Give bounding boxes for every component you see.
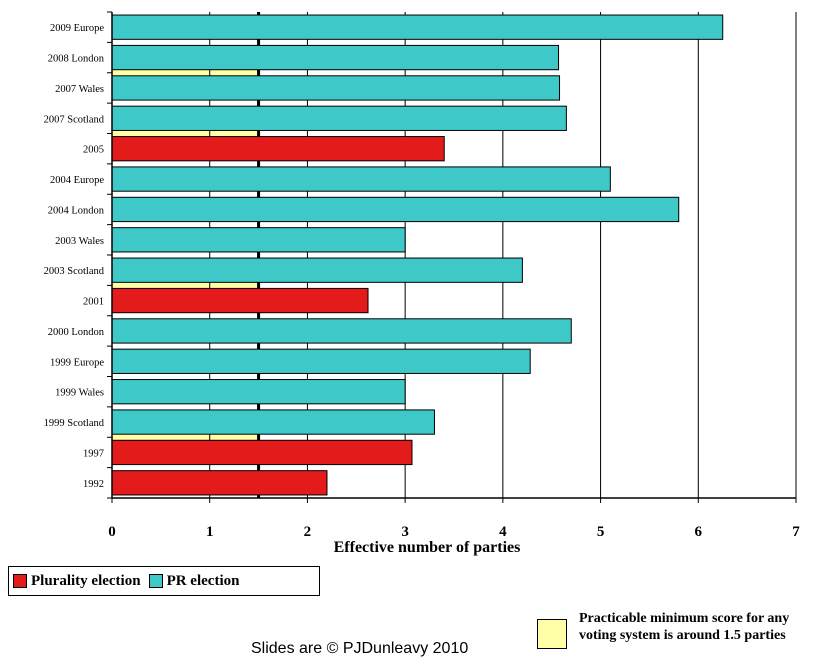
minimum-score-swatch bbox=[537, 619, 567, 649]
axes bbox=[107, 11, 797, 503]
bars bbox=[111, 14, 724, 496]
bar-4 bbox=[111, 136, 445, 162]
minimum-band-3 bbox=[112, 129, 259, 138]
bar-11 bbox=[111, 348, 531, 374]
tick-label-1: 1 bbox=[206, 524, 214, 540]
category-label-6: 2004 London bbox=[48, 205, 105, 216]
category-label-14: 1997 bbox=[83, 448, 104, 459]
legend-swatch-pr bbox=[148, 574, 163, 588]
tick-label-4: 4 bbox=[499, 524, 507, 540]
category-label-15: 1992 bbox=[83, 479, 104, 490]
bar-12 bbox=[111, 379, 406, 405]
legend-swatch-plurality bbox=[13, 574, 27, 588]
bar-9 bbox=[111, 287, 369, 314]
legend: Plurality election PR election bbox=[8, 566, 320, 596]
legend-item-pr: PR election bbox=[148, 572, 240, 590]
legend-label-pr: PR election bbox=[166, 572, 240, 589]
tick-labels: 0 1 2 3 4 5 6 7 bbox=[108, 524, 800, 540]
bar-2 bbox=[111, 75, 561, 101]
bar-15 bbox=[111, 470, 328, 496]
bar-14 bbox=[111, 439, 413, 466]
category-label-11: 1999 Europe bbox=[50, 357, 104, 368]
bar-3 bbox=[111, 105, 567, 131]
category-labels: 2009 Europe 2008 London 2007 Wales 2007 Sco… bbox=[44, 23, 105, 490]
bar-7 bbox=[111, 227, 406, 253]
bar-0 bbox=[111, 14, 724, 40]
category-label-2: 2007 Wales bbox=[55, 84, 104, 95]
bar-13 bbox=[111, 409, 435, 435]
tick-label-3: 3 bbox=[401, 524, 409, 540]
minimum-band-8 bbox=[112, 281, 259, 290]
legend-item-plurality: Plurality election bbox=[13, 573, 141, 590]
minimum-score-bands bbox=[112, 68, 259, 442]
category-label-10: 2000 London bbox=[48, 327, 105, 338]
bar-1 bbox=[111, 44, 560, 71]
category-label-7: 2003 Wales bbox=[55, 236, 104, 247]
category-label-1: 2008 London bbox=[48, 54, 105, 65]
category-label-12: 1999 Wales bbox=[55, 388, 104, 399]
minimum-band-13 bbox=[112, 433, 259, 442]
tick-label-6: 6 bbox=[695, 524, 703, 540]
copyright-note: Slides are © PJDunleavy 2010 bbox=[251, 640, 469, 657]
category-label-3: 2007 Scotland bbox=[44, 114, 105, 125]
bar-10 bbox=[111, 318, 572, 344]
bar-8 bbox=[111, 257, 523, 283]
tick-label-0: 0 bbox=[108, 524, 116, 540]
category-label-5: 2004 Europe bbox=[50, 175, 104, 186]
tick-label-7: 7 bbox=[792, 524, 800, 540]
category-label-9: 2001 bbox=[83, 297, 104, 308]
category-label-13: 1999 Scotland bbox=[44, 418, 105, 429]
bar-5 bbox=[111, 166, 611, 192]
tick-label-5: 5 bbox=[597, 524, 605, 540]
category-label-0: 2009 Europe bbox=[50, 23, 104, 34]
legend-label-plurality: Plurality election bbox=[31, 572, 141, 589]
category-label-4: 2005 bbox=[83, 145, 104, 156]
minimum-band-1 bbox=[112, 68, 259, 77]
tick-label-2: 2 bbox=[304, 524, 312, 540]
x-axis-label: Effective number of parties bbox=[334, 539, 521, 556]
minimum-score-note: Practicable minimum score for any voting… bbox=[579, 611, 790, 643]
bar-6 bbox=[111, 196, 680, 223]
category-label-8: 2003 Scotland bbox=[44, 266, 105, 277]
